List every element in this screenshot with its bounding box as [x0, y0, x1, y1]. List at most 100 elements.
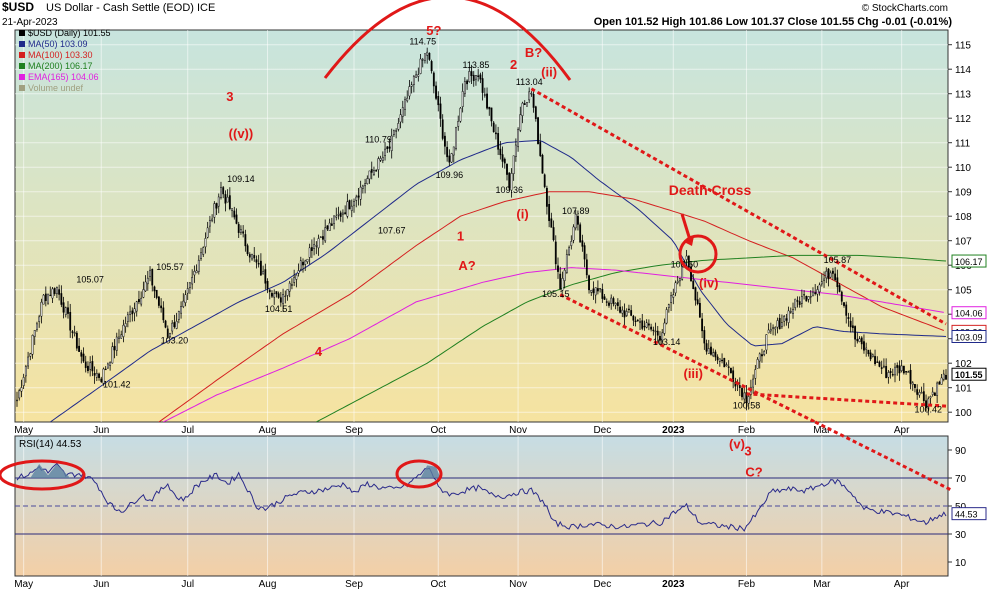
candle-body: [503, 158, 506, 164]
candle-body: [818, 284, 821, 293]
ma-line-ma200: [316, 254, 947, 422]
candle-body: [539, 141, 542, 156]
candle-body: [526, 102, 528, 107]
candle-body: [264, 269, 267, 284]
candle-body: [426, 51, 429, 56]
candle-body: [845, 304, 848, 316]
candle-body: [58, 289, 61, 295]
candle-body: [288, 282, 291, 292]
candle-body: [401, 107, 404, 117]
rsi-wave-label: 3: [744, 443, 751, 458]
price-value-label: 103.14: [653, 337, 681, 347]
candle-body: [812, 291, 814, 297]
candle-body: [326, 225, 329, 230]
candle-body: [554, 241, 557, 265]
candle-body: [166, 328, 169, 337]
candle-body: [519, 114, 522, 131]
candle-body: [579, 224, 582, 243]
candle-body: [235, 214, 238, 224]
candle-body: [599, 288, 602, 290]
candle-body: [679, 278, 681, 282]
candle-body: [763, 351, 766, 355]
candle-body: [169, 332, 171, 337]
candle-body: [291, 284, 293, 286]
candle-body: [654, 330, 657, 333]
candle-body: [741, 387, 743, 398]
candle-body: [240, 229, 242, 233]
candle-body: [887, 372, 890, 378]
candle-body: [282, 294, 284, 305]
legend-swatch: [19, 85, 25, 91]
x-tick-label-rsi: Nov: [509, 579, 527, 590]
annotations: 5? 2 B? (ii) 3 ((v)) 1 A? (i) 4 (iv) (iii) Death Cro…: [0, 0, 953, 492]
candle-body: [545, 187, 548, 207]
candle-body: [931, 391, 934, 395]
candle-body: [756, 359, 759, 369]
price-value-label: 105.07: [76, 274, 104, 284]
candle-body: [898, 365, 901, 374]
candle-body: [506, 164, 508, 175]
legend-swatch: [19, 41, 25, 47]
candle-body: [650, 326, 653, 330]
candle-body: [537, 117, 539, 145]
candle-body: [834, 273, 837, 281]
candle-body: [397, 123, 400, 130]
candle-body: [940, 377, 943, 385]
candle-body: [322, 236, 324, 240]
wave-label: A?: [458, 258, 475, 273]
wave-label: (iv): [699, 275, 719, 290]
candle-body: [444, 135, 446, 147]
candle-body: [177, 311, 180, 320]
candle-body: [787, 310, 790, 323]
candle-body: [477, 75, 480, 77]
rsi-circle-left: [0, 459, 86, 491]
candle-body: [44, 293, 47, 301]
candle-body: [807, 296, 810, 300]
death-cross-label: Death Cross: [669, 182, 752, 198]
rsi-wave-label: (v): [729, 436, 745, 451]
candle-body: [189, 282, 191, 288]
candle-body: [827, 268, 830, 280]
candle-body: [889, 371, 892, 374]
price-tick-label: 105: [955, 286, 972, 297]
candle-body: [871, 354, 874, 357]
candle-body: [858, 338, 861, 342]
price-value-label: 100.58: [733, 401, 761, 411]
candle-body: [359, 186, 362, 200]
candle-body: [705, 343, 708, 352]
candle-body: [647, 323, 650, 326]
candle-body: [767, 329, 770, 334]
x-tick-label: Dec: [593, 425, 611, 436]
candle-body: [521, 102, 524, 116]
candle-body: [820, 281, 823, 285]
x-tick-label-rsi: Dec: [593, 579, 611, 590]
candle-body: [785, 318, 788, 321]
price-value-label: 110.79: [365, 135, 392, 145]
candle-body: [914, 384, 916, 388]
candle-body: [224, 194, 227, 204]
candle-body: [342, 212, 344, 215]
rsi-value-tag-label: 44.53: [955, 510, 978, 520]
candle-body: [781, 322, 783, 328]
candle-body: [696, 299, 699, 305]
candle-body: [384, 148, 386, 156]
candle-body: [355, 196, 358, 201]
candle-body: [514, 144, 517, 157]
trendline-lower-extension: [814, 420, 953, 492]
candle-body: [561, 278, 564, 291]
price-value-label: 104.51: [265, 304, 293, 314]
candle-body: [346, 201, 349, 217]
candle-body: [129, 311, 131, 315]
candle-body: [707, 348, 710, 354]
candle-body: [792, 309, 794, 314]
candle-body: [255, 259, 258, 263]
candle-body: [226, 196, 229, 203]
candle-body: [716, 356, 719, 361]
wave-label: 4: [315, 344, 323, 359]
candle-body: [246, 245, 249, 255]
candle-body: [475, 75, 477, 80]
candle-body: [723, 358, 726, 368]
candle-body: [874, 356, 876, 364]
trend-lines: [530, 87, 947, 422]
candle-body: [497, 133, 500, 150]
